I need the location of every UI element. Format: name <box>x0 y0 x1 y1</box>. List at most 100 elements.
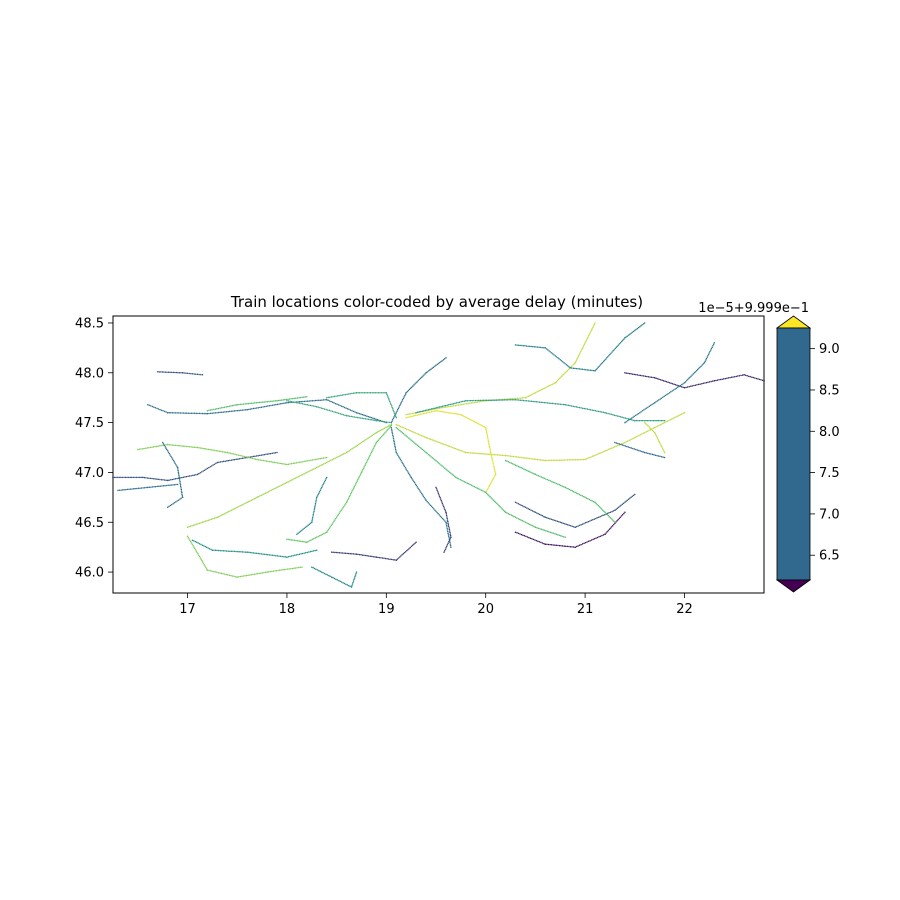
train-location-point <box>239 454 241 457</box>
train-location-point <box>601 534 603 537</box>
train-location-point <box>165 447 167 449</box>
train-location-point <box>493 467 495 469</box>
train-location-point <box>609 353 611 356</box>
train-location-point <box>181 491 183 494</box>
train-location-point <box>247 500 250 503</box>
train-location-point <box>336 579 339 581</box>
train-location-point <box>349 552 352 555</box>
train-location-point <box>533 346 536 348</box>
train-location-point <box>389 558 391 560</box>
train-location-point <box>345 414 348 417</box>
train-location-point <box>656 400 659 402</box>
train-location-point <box>328 400 331 402</box>
train-location-point <box>473 485 476 488</box>
train-location-point <box>393 439 395 441</box>
train-location-point <box>320 407 323 409</box>
train-location-point <box>287 556 290 558</box>
train-location-point <box>680 385 683 388</box>
train-location-point <box>274 400 277 402</box>
train-location-point <box>180 488 183 491</box>
train-location-point <box>678 414 680 417</box>
train-location-point <box>177 468 179 470</box>
train-location-point <box>678 385 680 388</box>
train-location-point <box>359 474 361 477</box>
train-location-point <box>405 428 408 430</box>
train-location-point <box>286 481 288 484</box>
train-location-point <box>290 462 293 465</box>
train-location-point <box>156 485 158 488</box>
train-location-point <box>661 447 664 449</box>
train-location-point <box>541 515 544 517</box>
train-location-point <box>540 389 542 391</box>
train-location-point <box>273 554 275 557</box>
train-location-point <box>431 456 434 459</box>
train-location-point <box>280 569 283 571</box>
train-location-point <box>503 510 506 512</box>
train-location-point <box>551 480 553 483</box>
train-location-point <box>233 458 236 461</box>
train-location-point <box>528 394 531 397</box>
train-location-point <box>701 364 703 366</box>
train-location-point <box>216 411 218 414</box>
train-location-point <box>176 477 178 480</box>
train-location-point <box>326 574 329 576</box>
track-series <box>514 322 646 372</box>
train-location-point <box>634 329 636 332</box>
train-location-point <box>605 512 607 515</box>
train-location-point <box>479 423 481 426</box>
train-location-point <box>374 419 376 422</box>
train-location-point <box>635 419 638 422</box>
train-location-point <box>558 521 560 523</box>
train-location-point <box>271 554 274 557</box>
train-location-point <box>306 525 308 527</box>
train-location-point <box>608 515 611 518</box>
train-location-point <box>324 399 326 401</box>
train-location-point <box>265 553 268 556</box>
train-location-point <box>174 462 176 465</box>
train-location-point <box>274 487 277 489</box>
train-location-point <box>409 438 411 440</box>
train-location-point <box>580 407 582 409</box>
train-location-point <box>284 482 287 484</box>
train-location-point <box>681 383 683 386</box>
train-location-point <box>645 452 648 454</box>
train-location-point <box>480 400 482 403</box>
train-location-point <box>579 352 581 354</box>
train-location-point <box>382 434 384 437</box>
train-location-point <box>707 381 709 383</box>
train-location-point <box>577 493 579 495</box>
train-location-point <box>620 504 622 507</box>
train-location-point <box>435 364 437 367</box>
train-location-point <box>232 550 234 553</box>
train-location-point <box>267 405 269 407</box>
train-location-point <box>203 447 205 450</box>
train-location-point <box>390 421 393 424</box>
train-location-point <box>311 521 313 524</box>
train-location-point <box>586 541 588 543</box>
train-location-point <box>513 397 516 400</box>
train-location-point <box>573 459 575 461</box>
train-location-point <box>420 410 422 413</box>
train-location-point <box>392 436 394 438</box>
train-location-point <box>491 498 494 500</box>
train-location-point <box>363 417 365 420</box>
train-location-point <box>366 391 369 394</box>
train-location-point <box>446 516 448 518</box>
train-location-point <box>286 463 288 466</box>
train-location-point <box>335 551 338 554</box>
train-location-point <box>131 476 133 479</box>
train-location-point <box>437 492 440 494</box>
train-location-point <box>399 458 402 461</box>
train-location-point <box>611 524 614 527</box>
train-location-point <box>594 409 597 412</box>
train-location-point <box>621 503 624 506</box>
train-location-point <box>591 327 593 330</box>
train-location-point <box>653 431 656 434</box>
train-location-point <box>661 423 663 425</box>
train-location-point <box>419 413 422 416</box>
train-location-point <box>163 410 166 413</box>
train-location-point <box>624 501 626 504</box>
train-location-point <box>204 545 207 548</box>
train-location-point <box>195 412 198 415</box>
train-location-point <box>270 461 272 463</box>
